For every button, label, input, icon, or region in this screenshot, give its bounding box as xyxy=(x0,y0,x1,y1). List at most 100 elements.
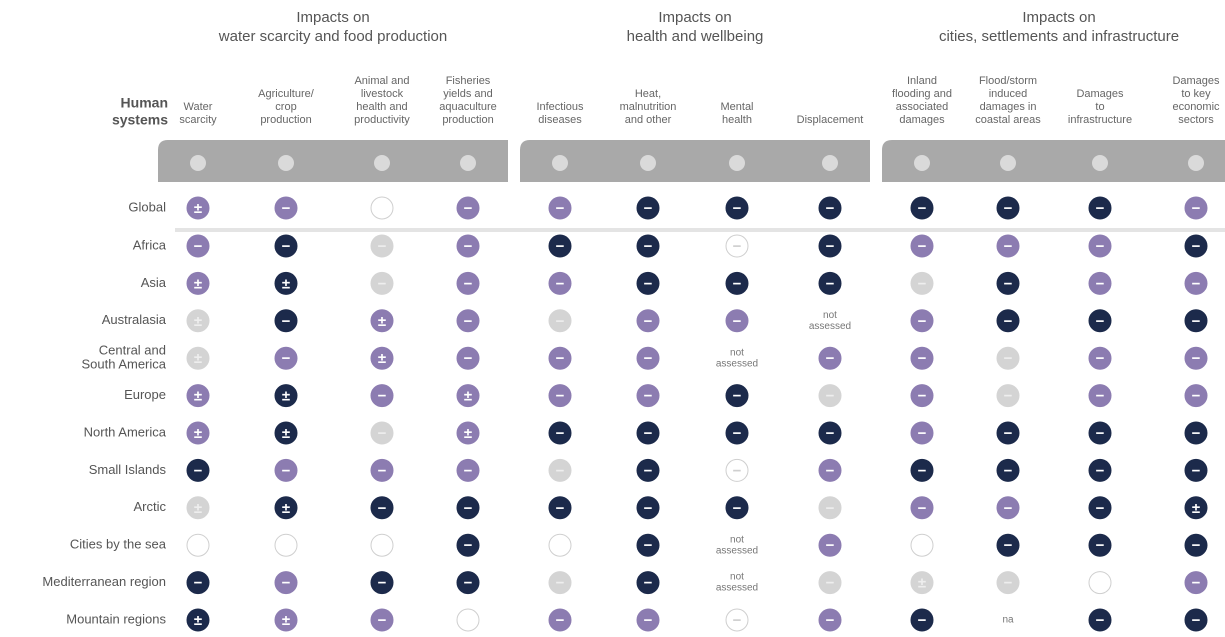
cell-sign: − xyxy=(1004,575,1013,592)
cell-symbol xyxy=(1088,608,1112,632)
cell-symbol xyxy=(910,346,934,370)
icon-band xyxy=(520,140,870,182)
row-label: Mountain regions xyxy=(66,611,166,626)
cell-sign: − xyxy=(733,462,742,479)
cell-symbol xyxy=(818,234,842,258)
cell-symbol xyxy=(636,533,660,557)
cell-sign: − xyxy=(1192,537,1201,554)
column-label: production xyxy=(260,114,311,126)
cell-symbol xyxy=(548,533,572,557)
icon-band xyxy=(158,140,508,182)
cell-sign: − xyxy=(644,500,653,517)
row-header: Human xyxy=(121,95,168,111)
cell-sign: − xyxy=(464,350,473,367)
cell-sign: − xyxy=(1096,500,1105,517)
cell-sign: − xyxy=(194,462,203,479)
cell-sign: ± xyxy=(194,425,202,442)
cell-symbol xyxy=(996,496,1020,520)
cell-sign: − xyxy=(1192,350,1201,367)
cell-sign: − xyxy=(733,200,742,217)
cell-sign: ± xyxy=(282,388,290,405)
row-label: South America xyxy=(81,357,166,372)
cell-symbol xyxy=(996,458,1020,482)
cell-symbol xyxy=(818,421,842,445)
cell-symbol xyxy=(1088,234,1112,258)
cell-sign: − xyxy=(1004,313,1013,330)
cell-symbol xyxy=(636,571,660,595)
cell-sign: − xyxy=(1096,388,1105,405)
cell-sign: − xyxy=(1192,275,1201,292)
cell-symbol xyxy=(1088,421,1112,445)
cell-sign: − xyxy=(1192,425,1201,442)
cell-note: not xyxy=(730,347,744,358)
cell-symbol xyxy=(910,533,934,557)
group-title: cities, settlements and infrastructure xyxy=(939,28,1179,45)
column-label: to xyxy=(1095,101,1104,113)
cell-symbol xyxy=(370,496,394,520)
cell-symbol xyxy=(818,196,842,220)
cell-sign: − xyxy=(464,313,473,330)
group-title: Impacts on xyxy=(1022,9,1095,26)
column-label: yields and xyxy=(443,88,493,100)
column-label: malnutrition xyxy=(620,101,677,113)
cell-symbol xyxy=(1088,533,1112,557)
column-label: and other xyxy=(625,114,672,126)
cell-symbol xyxy=(636,421,660,445)
cell-sign: − xyxy=(733,500,742,517)
cell-sign: ± xyxy=(378,313,386,330)
cell-symbol xyxy=(725,458,749,482)
cell-symbol xyxy=(636,271,660,295)
cell-sign: − xyxy=(918,275,927,292)
cell-sign: − xyxy=(1004,388,1013,405)
cell-sign: ± xyxy=(194,350,202,367)
cell-symbol xyxy=(1184,496,1208,520)
column-icon xyxy=(914,155,930,171)
column-label: coastal areas xyxy=(975,114,1041,126)
column-label: Damages xyxy=(1172,75,1220,87)
cell-symbol xyxy=(1184,196,1208,220)
cell-symbol xyxy=(996,309,1020,333)
cell-note: na xyxy=(1002,615,1014,626)
cell-sign: − xyxy=(918,200,927,217)
cell-sign: − xyxy=(556,500,565,517)
cell-symbol xyxy=(274,271,298,295)
cell-sign: − xyxy=(1192,575,1201,592)
cell-symbol xyxy=(996,271,1020,295)
cell-symbol xyxy=(996,234,1020,258)
cell-symbol xyxy=(456,533,480,557)
column-icon xyxy=(278,155,294,171)
cell-symbol xyxy=(818,533,842,557)
column-label: Heat, xyxy=(635,88,661,100)
cell-sign: − xyxy=(826,612,835,629)
cell-sign: − xyxy=(556,425,565,442)
column-label: Animal and xyxy=(354,75,409,87)
cell-sign: − xyxy=(1096,537,1105,554)
cell-sign: − xyxy=(282,350,291,367)
cell-sign: ± xyxy=(282,612,290,629)
cell-symbol xyxy=(186,384,210,408)
cell-symbol xyxy=(370,346,394,370)
cell-symbol xyxy=(274,421,298,445)
cell-sign: ± xyxy=(282,500,290,517)
column-label: health and xyxy=(356,101,407,113)
cell-sign: ± xyxy=(194,388,202,405)
group-title: Impacts on xyxy=(296,9,369,26)
cell-symbol xyxy=(548,421,572,445)
cell-sign: − xyxy=(556,275,565,292)
cell-sign: − xyxy=(1004,462,1013,479)
cell-sign: − xyxy=(464,575,473,592)
cell-symbol xyxy=(186,346,210,370)
cell-sign: − xyxy=(918,425,927,442)
cell-sign: − xyxy=(644,200,653,217)
separator xyxy=(175,228,1225,232)
cell-symbol xyxy=(1088,196,1112,220)
group-title: water scarcity and food production xyxy=(218,28,447,45)
cell-symbol xyxy=(1088,271,1112,295)
cell-symbol xyxy=(910,271,934,295)
cell-symbol xyxy=(186,234,210,258)
cell-sign: − xyxy=(556,462,565,479)
column-label: health xyxy=(722,114,752,126)
group-title: Impacts on xyxy=(658,9,731,26)
cell-symbol xyxy=(370,421,394,445)
cell-symbol xyxy=(1184,309,1208,333)
